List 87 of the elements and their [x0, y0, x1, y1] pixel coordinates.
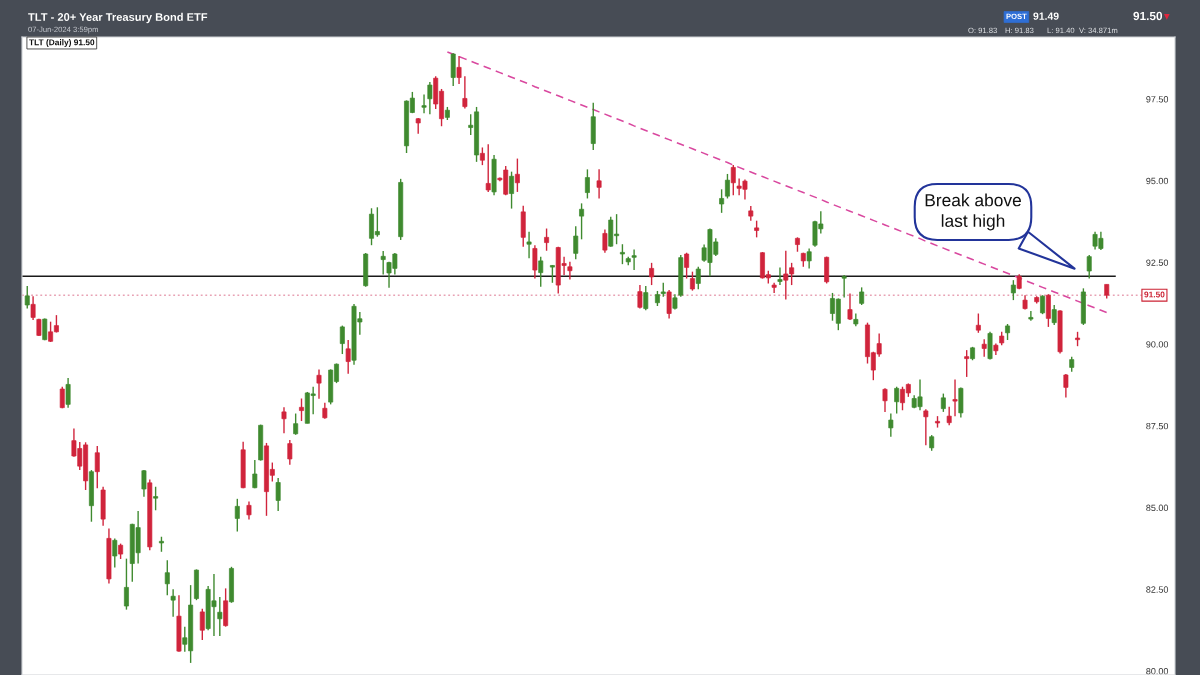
candlestick — [596, 168, 602, 200]
candlestick — [1051, 304, 1057, 326]
candlestick — [164, 559, 170, 596]
candlestick — [946, 405, 952, 426]
candlestick — [1045, 293, 1051, 328]
text: 91.50 — [1133, 11, 1163, 21]
candlestick — [964, 349, 970, 378]
candlestick — [695, 266, 701, 291]
candlestick — [573, 225, 579, 260]
candlestick — [299, 397, 304, 422]
y-tick-label: 90.00 — [1146, 341, 1169, 348]
y-tick-label: 85.00 — [1146, 504, 1169, 512]
candlestick — [689, 270, 695, 292]
candlestick — [199, 607, 205, 641]
candlestick — [450, 52, 456, 87]
candlestick — [339, 324, 345, 355]
candlestick — [631, 248, 637, 271]
y-tick-label: 95.00 — [1146, 177, 1169, 185]
candlestick — [1010, 279, 1016, 301]
candlestick — [421, 93, 427, 114]
candlestick — [923, 408, 929, 446]
candlestick — [777, 266, 783, 286]
candlestick — [719, 188, 725, 214]
candlestick — [882, 387, 888, 413]
candlestick — [234, 498, 240, 533]
candlestick — [462, 75, 468, 110]
candlestick — [170, 588, 176, 618]
candlestick — [217, 596, 223, 637]
candlestick — [894, 386, 900, 415]
candlestick — [526, 231, 532, 259]
y-tick-label: 87.50 — [1146, 422, 1169, 430]
candlestick — [806, 247, 812, 270]
candlestick — [637, 284, 643, 310]
candlestick — [649, 262, 655, 286]
candlestick — [124, 557, 129, 611]
candlestick — [287, 439, 293, 466]
candlestick — [952, 378, 958, 417]
ref-line-label: 91.50 — [1144, 291, 1165, 298]
candlestick — [65, 377, 71, 409]
annotation: TLT (Daily) 91.50 — [29, 39, 95, 47]
candlestick — [316, 368, 322, 400]
y-tick-label: 92.50 — [1146, 259, 1169, 266]
candlestick — [841, 274, 847, 299]
candlestick — [427, 81, 433, 115]
y-tick-label: 80.00 — [1146, 668, 1169, 675]
candlestick — [1086, 254, 1092, 280]
candlestick — [730, 164, 736, 196]
candlestick — [1028, 310, 1034, 322]
candlestick — [643, 285, 649, 311]
candlestick — [975, 312, 981, 334]
y-tick-label: 97.50 — [1146, 96, 1169, 103]
candlestick — [153, 486, 159, 511]
candlestick — [94, 445, 100, 490]
candlestick — [847, 292, 853, 321]
candlestick — [112, 537, 118, 569]
candlestick — [940, 392, 946, 413]
candlestick — [456, 55, 462, 85]
candlestick — [619, 243, 625, 265]
annotation: Break above last high — [925, 193, 1021, 231]
y-tick-label: 82.50 — [1146, 586, 1169, 593]
candlestick — [281, 406, 287, 434]
candlestick — [567, 261, 573, 281]
candlestick — [345, 339, 351, 375]
candlestick — [888, 412, 894, 438]
candlestick — [666, 289, 672, 320]
candlestick — [532, 244, 538, 280]
text: ▼ — [1163, 13, 1170, 20]
candlestick — [141, 469, 147, 498]
candlestick — [579, 202, 585, 241]
candlestick — [514, 157, 520, 193]
candlestick — [30, 295, 36, 321]
candlestick — [252, 459, 258, 490]
line-series — [446, 51, 1108, 314]
candlestick — [509, 170, 515, 210]
candlestick — [538, 255, 544, 288]
candlestick — [485, 143, 491, 193]
candlestick — [293, 412, 299, 436]
chart-title: TLT - 20+ Year Treasury Bond ETF — [28, 12, 208, 24]
candlestick — [602, 228, 608, 254]
candlestick — [725, 173, 730, 200]
candlestick — [684, 252, 690, 280]
candlestick — [24, 285, 30, 310]
text: 91.49 — [1033, 12, 1059, 20]
candlestick — [275, 477, 281, 512]
candlestick — [584, 168, 590, 200]
candlestick — [380, 250, 386, 276]
candlestick — [544, 227, 550, 252]
